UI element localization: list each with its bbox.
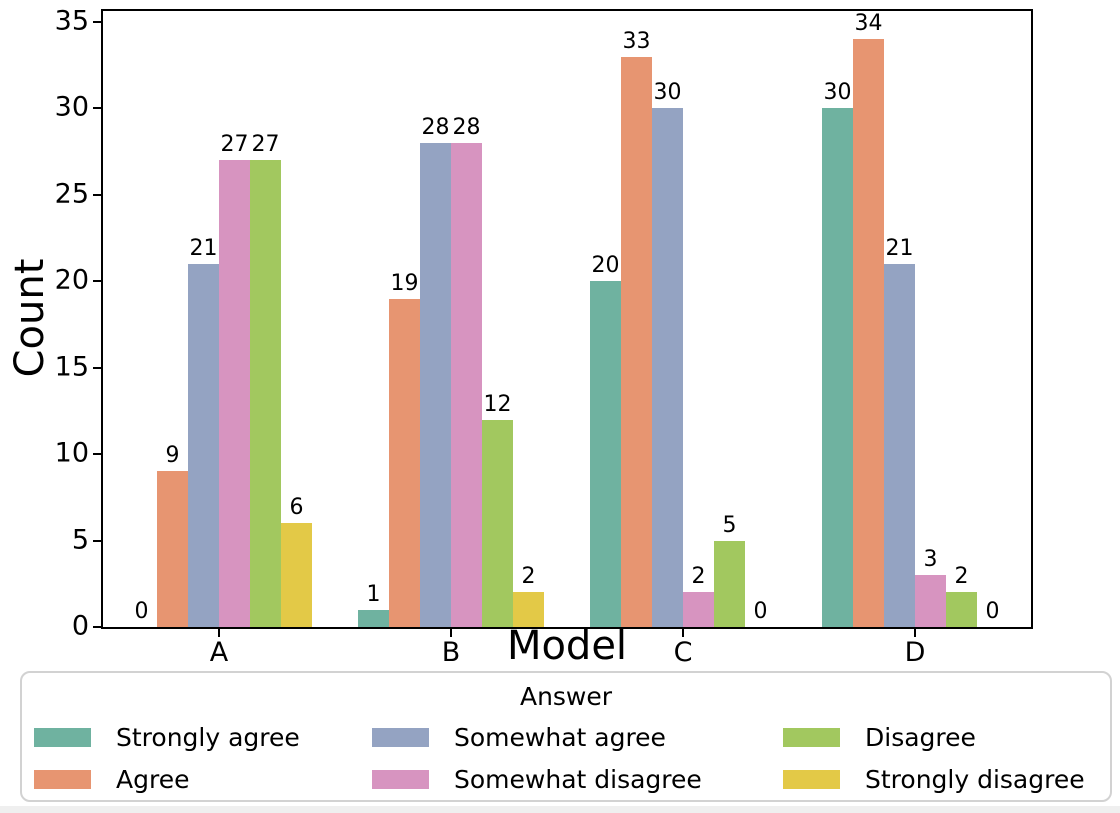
bar-C-strongly-agree xyxy=(590,281,621,627)
legend-swatch xyxy=(34,728,91,747)
y-tick-mark xyxy=(93,107,101,110)
y-tick-label: 25 xyxy=(54,178,89,210)
bar-value-label: 21 xyxy=(885,236,914,261)
x-tick-label: A xyxy=(209,637,229,668)
bar-A-somewhat-agree xyxy=(188,264,219,627)
bar-B-strongly-disagree xyxy=(513,592,544,627)
bar-A-somewhat-disagree xyxy=(219,160,250,627)
legend-item-label: Somewhat agree xyxy=(454,723,666,752)
bar-D-somewhat-disagree xyxy=(915,575,946,627)
bar-D-strongly-agree xyxy=(822,108,853,627)
y-tick-label: 5 xyxy=(71,523,89,555)
bar-value-label: 2 xyxy=(521,564,536,590)
bar-value-label: 3 xyxy=(923,547,938,573)
y-tick-mark xyxy=(93,366,101,369)
plot-area: 0 5 10 15 20 25 30 35 A B C D 0 9 21 27 27 6 1 19 28 28 12 2 20 3… xyxy=(55,7,1033,666)
legend-item-label: Disagree xyxy=(865,723,976,752)
bar-value-label: 2 xyxy=(954,564,969,590)
bar-value-label: 12 xyxy=(483,391,512,417)
x-tick-label: B xyxy=(441,637,461,668)
y-axis-label: Count xyxy=(7,258,53,378)
y-tick-mark xyxy=(93,193,101,196)
bar-value-label: 0 xyxy=(753,599,768,624)
y-tick-label: 30 xyxy=(54,91,89,123)
legend-item-label: Somewhat disagree xyxy=(454,765,702,794)
y-tick-label: 15 xyxy=(54,351,89,383)
bar-value-label: 30 xyxy=(823,80,852,106)
x-tick-label: C xyxy=(673,637,693,668)
bar-C-somewhat-agree xyxy=(652,108,683,627)
x-tick-mark xyxy=(450,629,452,637)
bar-D-somewhat-agree xyxy=(884,264,915,627)
bar-C-somewhat-disagree xyxy=(683,592,714,627)
x-tick-mark xyxy=(682,629,684,637)
bar-value-label: 20 xyxy=(591,253,620,279)
bar-value-label: 28 xyxy=(452,115,481,140)
legend-swatch xyxy=(34,770,91,789)
bar-A-agree xyxy=(157,471,188,627)
x-tick-label: D xyxy=(904,637,926,668)
bar-value-label: 0 xyxy=(134,599,149,624)
y-tick-label: 10 xyxy=(54,437,89,469)
y-tick-label: 0 xyxy=(71,610,89,642)
bottom-strip xyxy=(0,806,1120,813)
x-axis-label: Model xyxy=(506,623,628,669)
y-tick-mark xyxy=(93,626,101,628)
bar-value-label: 2 xyxy=(691,564,706,590)
y-tick-mark xyxy=(93,280,101,283)
bar-B-strongly-agree xyxy=(358,609,389,627)
y-tick-label: 20 xyxy=(54,264,89,296)
y-tick-mark xyxy=(93,21,101,23)
bar-D-agree xyxy=(853,39,884,627)
legend-item-label: Strongly disagree xyxy=(865,765,1085,794)
y-tick-mark xyxy=(93,539,101,542)
bar-C-agree xyxy=(621,56,652,627)
x-tick-mark xyxy=(914,629,916,637)
x-tick-mark xyxy=(218,629,220,637)
bar-value-label: 33 xyxy=(622,28,651,54)
legend-swatch xyxy=(783,728,840,747)
y-tick-label: 35 xyxy=(54,5,89,37)
bar-B-disagree xyxy=(482,419,513,627)
bar-value-label: 21 xyxy=(189,236,218,261)
bar-value-label: 34 xyxy=(854,11,883,37)
bar-value-label: 27 xyxy=(251,132,280,158)
bar-B-somewhat-disagree xyxy=(451,143,482,627)
bar-value-label: 5 xyxy=(722,512,737,538)
legend: Answer Strongly agree Agree Somewhat agree… xyxy=(20,671,1112,802)
bar-B-agree xyxy=(389,298,420,627)
bar-D-disagree xyxy=(946,592,977,627)
bar-value-label: 19 xyxy=(390,270,419,296)
legend-swatch xyxy=(372,728,429,747)
bar-value-label: 6 xyxy=(289,495,304,521)
bar-value-label: 9 xyxy=(165,443,180,469)
legend-swatch xyxy=(783,770,840,789)
legend-title: Answer xyxy=(519,682,613,711)
legend-item-label: Strongly agree xyxy=(116,723,300,752)
legend-item-label: Agree xyxy=(116,765,190,794)
bar-value-label: 0 xyxy=(985,599,1000,624)
y-tick-mark xyxy=(93,453,101,456)
bar-B-somewhat-agree xyxy=(420,143,451,627)
legend-swatch xyxy=(372,770,429,789)
bar-value-label: 28 xyxy=(421,115,450,140)
bar-A-strongly-disagree xyxy=(281,523,312,627)
bar-value-label: 30 xyxy=(653,80,682,106)
bar-A-disagree xyxy=(250,160,281,627)
bar-C-disagree xyxy=(714,540,745,627)
bar-value-label: 1 xyxy=(366,581,381,607)
bar-value-label: 27 xyxy=(220,132,249,158)
